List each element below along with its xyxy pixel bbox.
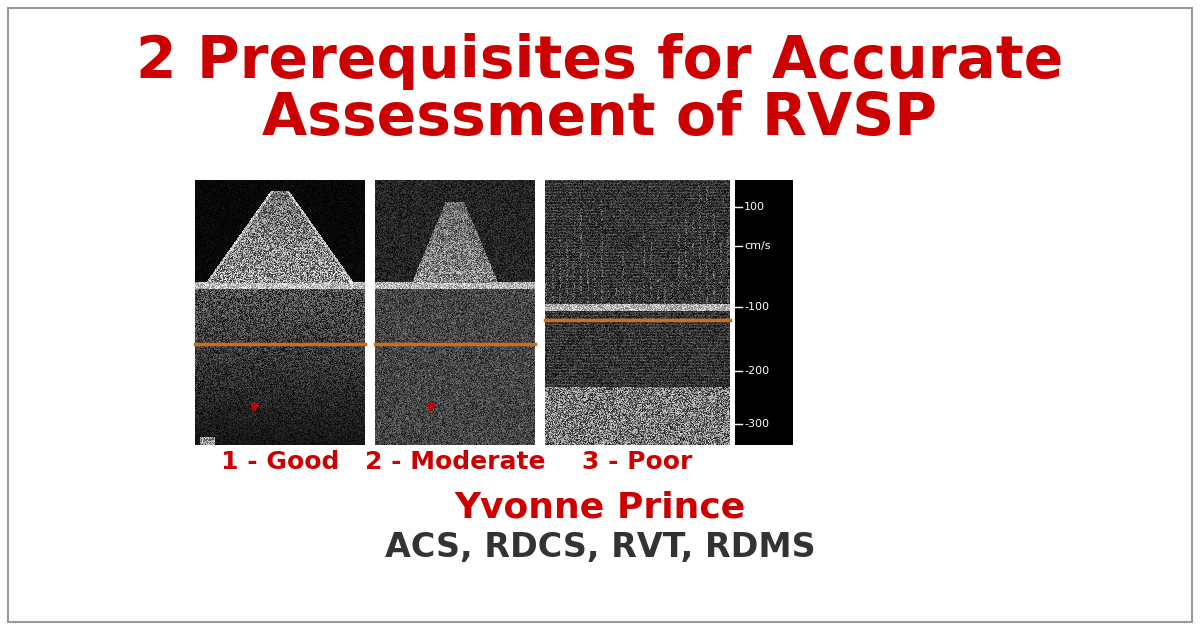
Text: -200: -200 [744,366,769,376]
Text: Assessment of RVSP: Assessment of RVSP [263,89,937,147]
Text: Yvonne Prince: Yvonne Prince [455,491,745,525]
Text: -300: -300 [744,419,769,429]
Text: 2 Prerequisites for Accurate: 2 Prerequisites for Accurate [137,33,1063,91]
Text: -100: -100 [744,302,769,312]
Text: 2 - Moderate: 2 - Moderate [365,450,545,474]
Text: cm/s: cm/s [744,241,770,251]
Bar [734,180,793,445]
Text: 100: 100 [744,202,766,212]
Text: 1 - Good: 1 - Good [221,450,340,474]
Text: ACS, RDCS, RVT, RDMS: ACS, RDCS, RVT, RDMS [385,532,815,564]
Text: 3 - Poor: 3 - Poor [582,450,692,474]
